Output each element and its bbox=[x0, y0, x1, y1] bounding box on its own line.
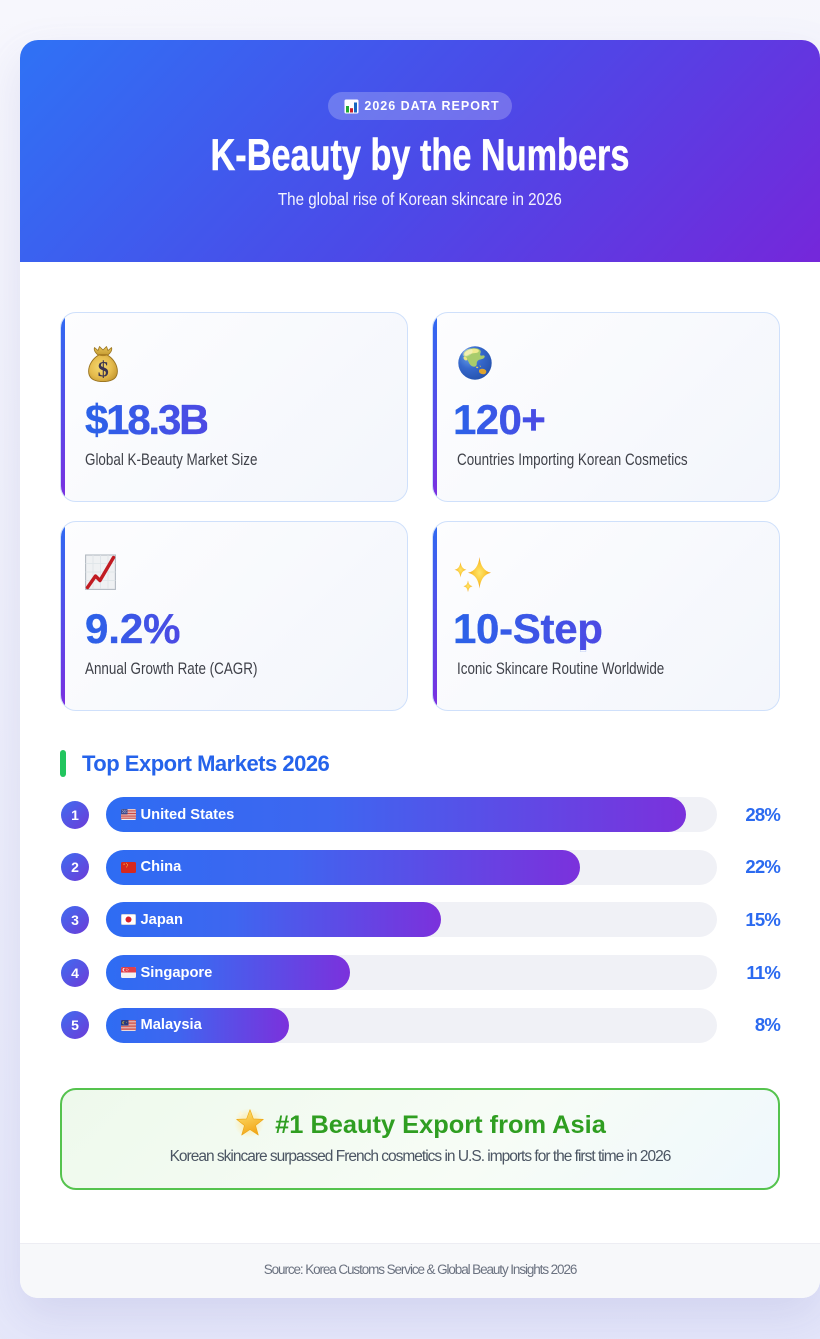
svg-text:$: $ bbox=[98, 357, 109, 382]
